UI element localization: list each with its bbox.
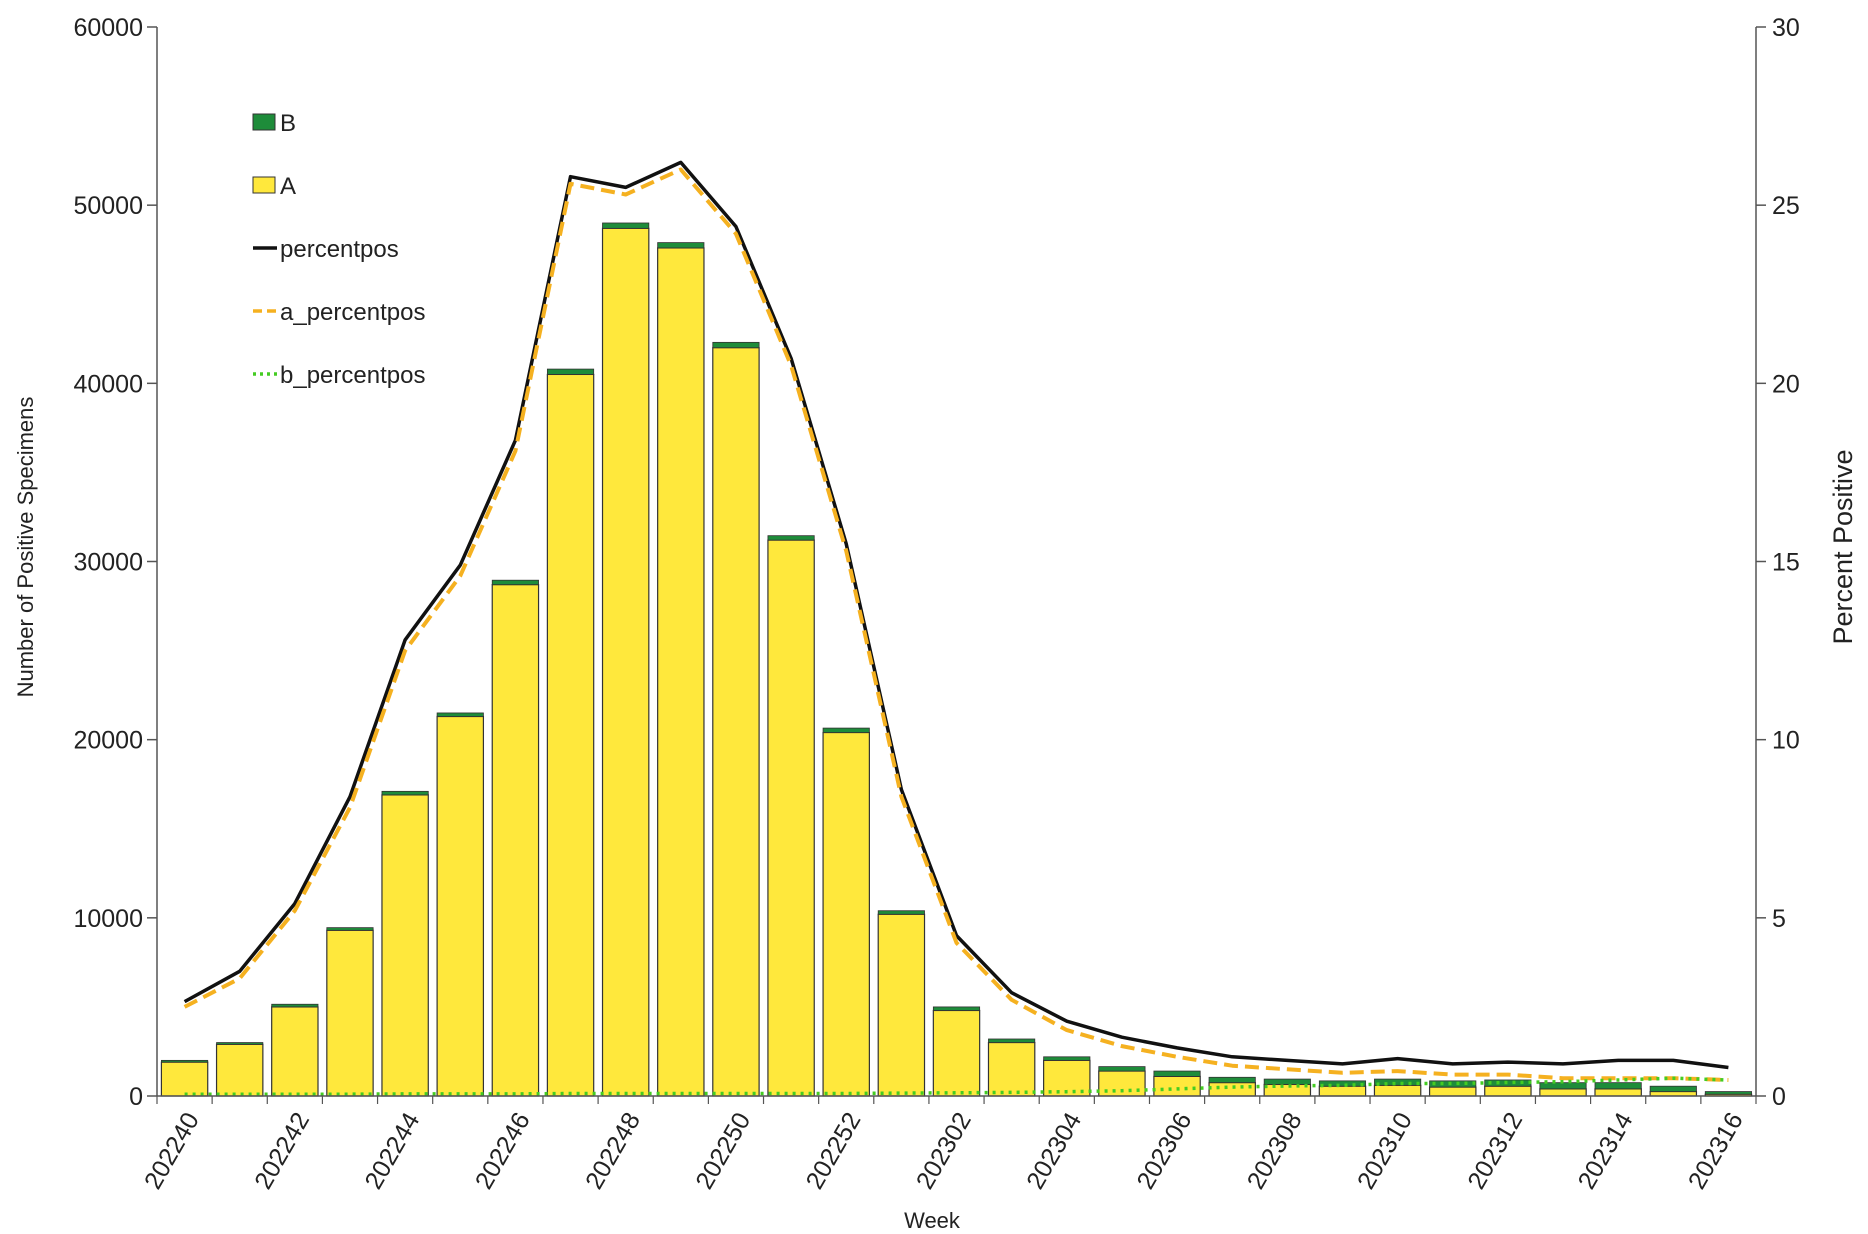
bar-a-202311: [1428, 1086, 1477, 1097]
bar-b-202244: [381, 790, 429, 796]
bar-a-202243: [326, 929, 374, 1097]
bar-a-202301: [877, 913, 926, 1097]
bar-b-202315: [1649, 1085, 1697, 1092]
bar-a-202313: [1539, 1088, 1587, 1097]
y2-tick-label: 10: [1772, 727, 1800, 755]
bar-b-202314: [1594, 1082, 1642, 1090]
bar-a-202244: [381, 794, 429, 1097]
bar-a-202302: [932, 1009, 981, 1097]
x-tick-label: 202304: [1021, 1108, 1087, 1194]
bar-b-202251: [767, 535, 815, 541]
y-axis-title: Number of Positive Specimens: [13, 397, 38, 698]
bar-a-202314: [1594, 1088, 1642, 1097]
bar-a-202248: [601, 227, 650, 1097]
x-tick-label: 202246: [470, 1108, 536, 1194]
legend-swatch-B: [252, 113, 276, 131]
bar-b-202301: [877, 910, 925, 915]
x-tick-label: 202244: [360, 1108, 426, 1194]
y-tick-label: 20000: [73, 727, 143, 755]
y2-tick-label: 15: [1772, 549, 1800, 577]
x-tick-label: 202312: [1462, 1108, 1528, 1194]
y2-tick-label: 30: [1772, 14, 1800, 42]
bar-b-202246: [491, 579, 539, 586]
bar-a-202308: [1263, 1083, 1312, 1097]
y2-tick-label: 0: [1772, 1083, 1786, 1111]
bar-b-202316: [1704, 1091, 1752, 1095]
line-a-percentpos: [183, 167, 1729, 1082]
bar-a-202241: [215, 1043, 264, 1097]
bar-b-202248: [602, 222, 650, 229]
bar-a-202240: [160, 1061, 209, 1097]
x-tick-label: 202252: [801, 1108, 867, 1194]
x-tick-label: 202242: [249, 1108, 315, 1194]
y2-tick-label: 5: [1772, 905, 1786, 933]
bar-b-202249: [657, 242, 705, 249]
bar-a-202249: [657, 247, 705, 1097]
bar-a-202252: [822, 731, 870, 1097]
bar-b-202306: [1153, 1070, 1201, 1077]
y-tick-label: 60000: [73, 14, 143, 42]
bar-a-202303: [987, 1041, 1036, 1097]
bar-b-202302: [932, 1006, 981, 1011]
bar-b-202240: [161, 1059, 209, 1063]
x-axis-title: Week: [904, 1208, 961, 1233]
bar-b-202242: [271, 1003, 319, 1008]
y-tick-label: 10000: [73, 905, 143, 933]
bar-a-202310: [1373, 1084, 1422, 1097]
bar-b-202312: [1484, 1079, 1532, 1087]
bar-b-202252: [822, 727, 870, 733]
bar-a-202250: [712, 347, 760, 1097]
x-tick-label: 202310: [1352, 1108, 1418, 1194]
x-tick-label: 202308: [1242, 1108, 1308, 1194]
bar-a-202251: [767, 539, 815, 1097]
y-tick-label: 40000: [73, 370, 143, 398]
x-tick-label: 202316: [1683, 1108, 1749, 1194]
legend-label-percentpos: percentpos: [280, 236, 399, 263]
legend-label-A: A: [280, 173, 296, 200]
bar-a-202242: [271, 1006, 319, 1097]
line-b-percentpos: [184, 1076, 1729, 1096]
bar-b-202307: [1208, 1076, 1256, 1084]
bar-a-202312: [1484, 1085, 1532, 1097]
y2-tick-label: 25: [1772, 192, 1800, 220]
bar-b-202309: [1318, 1080, 1367, 1087]
x-tick-label: 202302: [911, 1108, 977, 1194]
bar-b-202311: [1429, 1080, 1477, 1088]
legend-label-b-percentpos: b_percentpos: [280, 362, 425, 389]
line-percentpos: [183, 160, 1729, 1070]
bar-a-202245: [436, 715, 485, 1097]
x-tick-label: 202306: [1131, 1108, 1197, 1194]
bar-b-202241: [216, 1042, 264, 1045]
bar-b-202247: [546, 368, 595, 375]
legend-label-B: B: [280, 110, 296, 137]
y-tick-label: 30000: [73, 549, 143, 577]
bar-a-202309: [1318, 1085, 1367, 1097]
bar-b-202310: [1374, 1078, 1422, 1086]
legend-label-a-percentpos: a_percentpos: [280, 299, 425, 326]
y2-tick-label: 20: [1772, 370, 1800, 398]
bar-b-202243: [326, 927, 374, 931]
x-tick-label: 202250: [690, 1108, 756, 1194]
bar-a-202246: [491, 584, 540, 1097]
bar-a-202247: [546, 373, 595, 1097]
bar-b-202305: [1098, 1066, 1146, 1072]
x-tick-label: 202314: [1573, 1108, 1639, 1194]
legend-swatch-A: [252, 176, 276, 194]
bars-group: [160, 222, 1753, 1097]
bar-b-202303: [988, 1038, 1036, 1043]
x-tick-label: 202248: [580, 1108, 646, 1194]
bar-a-202307: [1208, 1082, 1256, 1097]
y-tick-label: 50000: [73, 192, 143, 220]
y2-axis-title: Percent Positive: [1828, 449, 1858, 644]
bar-b-202250: [712, 341, 760, 349]
bar-b-202308: [1263, 1078, 1311, 1085]
bar-b-202245: [436, 712, 484, 717]
x-tick-label: 202240: [139, 1108, 205, 1194]
lines-group: [183, 160, 1729, 1096]
bar-b-202304: [1043, 1056, 1091, 1061]
bar-a-202306: [1153, 1075, 1201, 1097]
y-tick-label: 0: [129, 1083, 143, 1111]
